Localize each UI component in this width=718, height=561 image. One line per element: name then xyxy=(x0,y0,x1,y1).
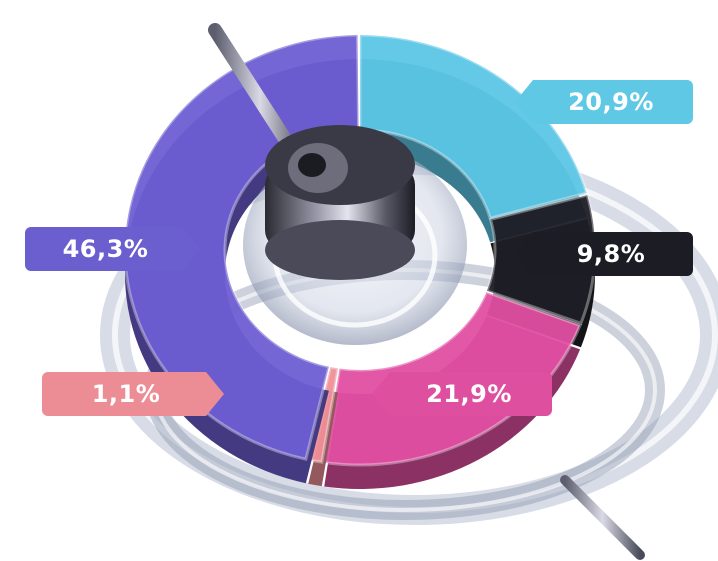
slice-label-21-9: 21,9% xyxy=(372,372,552,416)
lower-rod xyxy=(560,475,645,560)
metal-connector xyxy=(265,125,415,280)
slice-label-46-3: 46,3% xyxy=(25,227,200,271)
slice-0 xyxy=(360,35,587,219)
slice-highlight-0 xyxy=(358,33,589,221)
slice-label-1-1: 1,1% xyxy=(42,372,224,416)
slice-label-9-8: 9,8% xyxy=(515,232,693,276)
slice-label-20-9: 20,9% xyxy=(515,80,693,124)
slice-highlight-4 xyxy=(123,33,361,461)
slice-highlight-3 xyxy=(306,365,340,464)
